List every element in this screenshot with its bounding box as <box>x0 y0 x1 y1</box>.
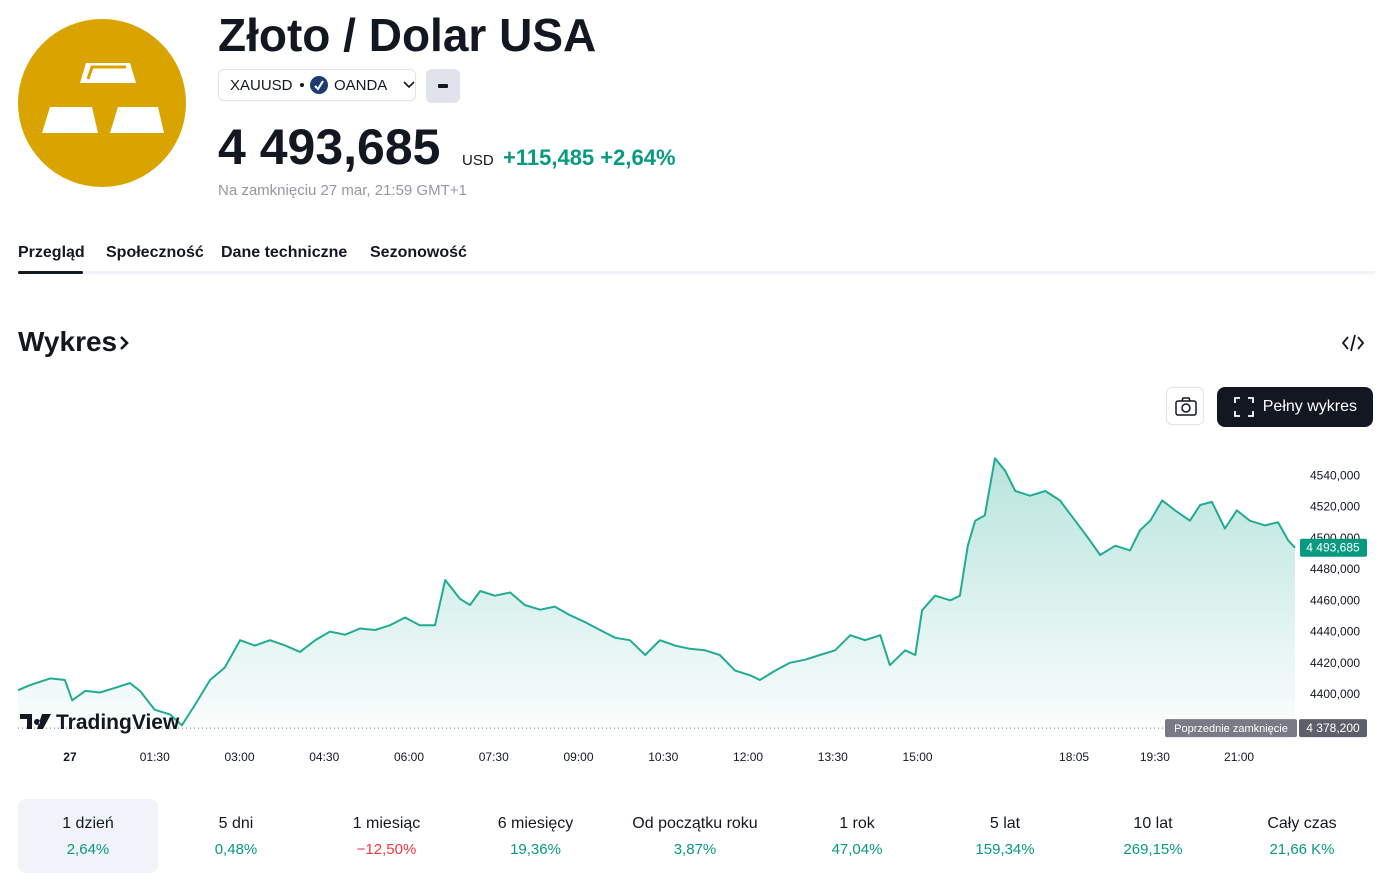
area <box>18 458 1295 730</box>
last-price-label: 4 493,685 <box>1306 541 1360 555</box>
y-tick-label: 4520,000 <box>1310 500 1360 514</box>
range-button[interactable]: 10 lat 269,15% <box>1083 799 1223 873</box>
range-label: 10 lat <box>1133 815 1173 832</box>
embed-icon[interactable] <box>1341 332 1365 354</box>
range-button[interactable]: 6 miesięcy 19,36% <box>463 799 608 873</box>
price: 4 493,685 <box>218 119 441 175</box>
range-button[interactable]: Cały czas 21,66 K% <box>1232 799 1372 873</box>
range-label: 1 miesiąc <box>352 815 421 832</box>
x-tick-label: 10:30 <box>648 750 678 764</box>
logo <box>18 19 186 187</box>
range-value: 19,36% <box>510 841 561 858</box>
y-tick-label: 4540,000 <box>1310 468 1360 482</box>
range-value: 47,04% <box>831 841 883 858</box>
x-tick-label: 15:00 <box>903 750 933 764</box>
close-note: Na zamknięciu 27 mar, 21:59 GMT+1 <box>218 182 467 199</box>
tab[interactable]: Przegląd <box>18 244 85 261</box>
last-price-badge <box>1300 538 1367 557</box>
tab[interactable]: Społeczność <box>106 244 204 261</box>
y-tick-label: 4400,000 <box>1310 687 1360 701</box>
range-value: 3,87% <box>673 841 717 858</box>
range-label: 5 dni <box>218 815 254 832</box>
range-button[interactable]: 5 lat 159,34% <box>935 799 1075 873</box>
range-button[interactable]: 1 rok 47,04% <box>787 799 927 873</box>
dot <box>299 83 304 87</box>
price-line <box>17 457 1296 727</box>
section-text: Wykres <box>18 326 118 357</box>
range-button[interactable]: 1 dzień 2,64% <box>18 799 158 873</box>
tab[interactable]: Dane techniczne <box>221 244 348 261</box>
full-chart-label: Pełny wykres <box>1262 398 1357 415</box>
range-value: 2,64% <box>66 841 110 858</box>
x-tick-label: 13:30 <box>818 750 848 764</box>
chart-body: 4400,000 4420,000 4440,000 4460,000 4480,000… <box>17 457 1367 764</box>
x-tick-label: 04:30 <box>309 750 339 764</box>
x-tick-label: 19:30 <box>1140 750 1170 764</box>
x-tick-label: 27 <box>63 750 77 764</box>
symbol-selector[interactable]: XAUUSD OANDA <box>218 69 416 101</box>
chevron <box>120 336 129 350</box>
range-button[interactable]: 5 dni 0,48% <box>166 799 306 873</box>
currency: USD <box>462 152 494 169</box>
range-value: 0,48% <box>214 841 258 858</box>
x-tick-label: 12:00 <box>733 750 763 764</box>
exchange-icon <box>310 76 328 94</box>
section-title[interactable]: Wykres <box>18 326 131 358</box>
previous-close-label: 4 378,200 <box>1306 721 1360 735</box>
range-label: 1 dzień <box>62 815 114 832</box>
x-tick-label: 01:30 <box>140 750 170 764</box>
x-tick-label: 07:30 <box>479 750 509 764</box>
y-tick-label: 4420,000 <box>1310 656 1360 670</box>
range-label: Od początku roku <box>632 815 758 832</box>
tab-indicator <box>18 271 83 274</box>
previous-close-tag <box>1165 719 1297 738</box>
y-tick-label: 4440,000 <box>1310 625 1360 639</box>
x-tick-label: 03:00 <box>224 750 254 764</box>
full-chart-button[interactable]: Pełny wykres <box>1217 387 1373 427</box>
range-label: 1 rok <box>839 815 875 832</box>
range-value: 21,66 K% <box>1269 841 1335 858</box>
collapse-button[interactable] <box>426 69 460 103</box>
tab[interactable]: Sezonowość <box>370 244 467 261</box>
range-value: −12,50% <box>356 841 417 858</box>
y-tick-label: 4480,000 <box>1310 562 1360 576</box>
range-button[interactable]: Od początku roku 3,87% <box>625 799 765 873</box>
x-tick-label: 09:00 <box>564 750 594 764</box>
symbol: XAUUSD <box>230 76 293 94</box>
tab-divider <box>18 271 1375 274</box>
x-tick-label: 06:00 <box>394 750 424 764</box>
chart: 4400,000 4420,000 4440,000 4460,000 4480,000… <box>17 457 1367 764</box>
change: +115,485 +2,64% <box>503 145 676 171</box>
change-abs: +115,485 <box>503 145 595 170</box>
range-label: Cały czas <box>1267 815 1337 832</box>
watermark: TradingView <box>56 711 180 734</box>
range-value: 159,34% <box>975 841 1035 858</box>
range-value: 269,15% <box>1123 841 1183 858</box>
previous-close-badge <box>1299 719 1367 738</box>
range-label: 5 lat <box>989 815 1021 832</box>
chevron <box>403 81 415 89</box>
exchange: OANDA <box>333 76 388 94</box>
x-tick-label: 18:05 <box>1059 750 1089 764</box>
range-label: 6 miesięcy <box>497 815 574 832</box>
x-tick-label: 21:00 <box>1224 750 1254 764</box>
watermark-logo <box>20 714 51 729</box>
change-pct: +2,64% <box>600 145 676 170</box>
range-button[interactable]: 1 miesiąc −12,50% <box>314 799 459 873</box>
y-tick-label: 4460,000 <box>1310 593 1360 607</box>
fullscreen-icon <box>1233 397 1254 417</box>
snapshot-button[interactable] <box>1166 387 1204 425</box>
previous-close-text: Poprzednie zamknięcie <box>1174 723 1288 735</box>
title: Złoto / Dolar USA <box>218 9 597 61</box>
